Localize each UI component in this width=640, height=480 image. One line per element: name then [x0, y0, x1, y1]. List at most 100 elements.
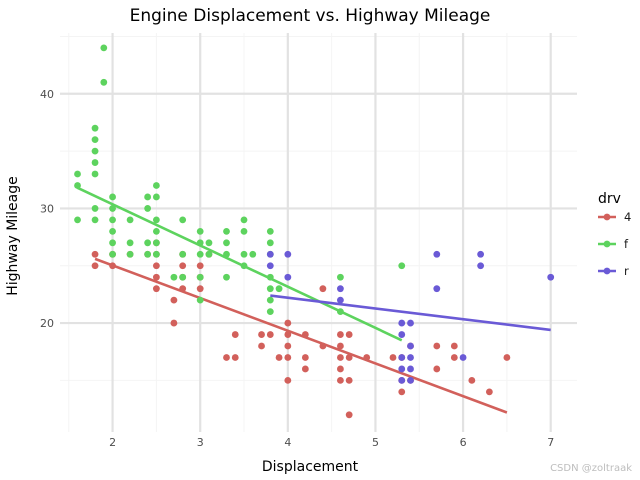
data-point-f [205, 239, 213, 247]
data-point-f [144, 205, 152, 212]
data-point-4 [301, 331, 309, 338]
data-point-r [407, 342, 414, 350]
legend-items: 4 fr [598, 210, 631, 278]
data-point-f [91, 205, 99, 212]
legend-key-point-4 [603, 213, 611, 221]
data-point-4 [398, 388, 406, 396]
y-tick-label: 20 [40, 317, 54, 330]
data-point-f [223, 239, 230, 247]
data-point-f [100, 44, 108, 52]
data-point-f [240, 227, 248, 235]
chart-title: Engine Displacement vs. Highway Mileage [130, 6, 491, 26]
data-point-4 [345, 411, 353, 419]
data-point-f [196, 227, 204, 235]
data-point-r [398, 331, 406, 338]
data-point-f [223, 227, 230, 235]
data-point-f [152, 216, 160, 224]
data-point-4 [337, 377, 344, 384]
data-point-r [266, 250, 274, 258]
data-point-4 [170, 296, 178, 304]
x-tick-label: 2 [109, 436, 116, 449]
data-point-f [152, 193, 160, 201]
data-point-4 [389, 354, 397, 361]
data-point-4 [109, 262, 116, 270]
data-point-r [398, 377, 406, 384]
data-point-f [100, 78, 108, 86]
data-point-f [223, 250, 230, 258]
data-point-r [266, 262, 274, 270]
minor-gridlines [60, 33, 577, 432]
x-axis-title: Displacement [262, 459, 359, 475]
legend-key-point-f [603, 240, 611, 248]
data-point-4 [337, 331, 344, 338]
data-point-f [170, 273, 178, 281]
data-point-4 [345, 354, 353, 361]
data-point-f [91, 147, 99, 155]
data-point-4 [258, 331, 265, 338]
data-point-4 [503, 354, 511, 361]
data-point-f [196, 273, 204, 281]
y-tick-label: 40 [40, 88, 54, 101]
data-point-4 [345, 377, 353, 384]
data-point-4 [152, 262, 160, 270]
data-point-f [266, 308, 274, 316]
data-point-f [223, 273, 230, 281]
data-point-f [179, 273, 187, 281]
data-point-f [109, 193, 116, 201]
data-point-4 [301, 365, 309, 373]
x-tick-label: 5 [372, 436, 379, 449]
legend: drv 4 fr [598, 191, 631, 278]
data-point-4 [319, 342, 327, 350]
data-point-f [249, 250, 257, 258]
data-point-f [109, 205, 116, 212]
data-point-f [240, 262, 248, 270]
data-point-4 [450, 342, 458, 350]
data-point-f [126, 250, 134, 258]
data-point-f [74, 182, 81, 189]
x-axis-ticks: 2 3 4 5 6 7 [109, 436, 554, 449]
data-point-4 [363, 354, 371, 361]
data-point-f [205, 250, 213, 258]
data-point-4 [468, 377, 476, 384]
data-point-4 [337, 365, 344, 373]
data-point-f [337, 273, 344, 281]
data-point-r [477, 262, 485, 270]
data-point-4 [485, 388, 493, 396]
data-point-f [91, 216, 99, 224]
data-point-f [152, 239, 160, 247]
data-point-4 [433, 365, 441, 373]
legend-label-r: r [624, 264, 629, 278]
data-point-4 [179, 262, 187, 270]
data-point-r [407, 319, 414, 327]
data-point-4 [258, 342, 265, 350]
data-point-f [240, 250, 248, 258]
data-point-f [126, 216, 134, 224]
data-point-4 [319, 285, 327, 293]
data-point-f [337, 308, 344, 316]
data-point-r [398, 365, 406, 373]
trend-line-4 [94, 257, 508, 414]
data-point-4 [284, 377, 292, 384]
data-point-f [266, 227, 274, 235]
data-point-4 [231, 354, 239, 361]
data-point-4 [223, 354, 230, 361]
trend-line-f [76, 186, 403, 342]
data-point-f [91, 136, 99, 144]
y-axis-title: Highway Mileage [5, 176, 21, 296]
data-point-r [407, 354, 414, 361]
data-point-f [196, 250, 204, 258]
data-point-f [109, 227, 116, 235]
data-point-f [152, 250, 160, 258]
data-point-4 [275, 354, 283, 361]
trend-lines [76, 186, 551, 414]
data-point-f [109, 239, 116, 247]
x-tick-label: 4 [284, 436, 291, 449]
data-point-f [240, 216, 248, 224]
data-point-f [152, 227, 160, 235]
data-point-4 [266, 331, 274, 338]
x-tick-label: 7 [547, 436, 554, 449]
data-point-4 [433, 342, 441, 350]
data-point-r [398, 354, 406, 361]
data-point-f [179, 216, 187, 224]
